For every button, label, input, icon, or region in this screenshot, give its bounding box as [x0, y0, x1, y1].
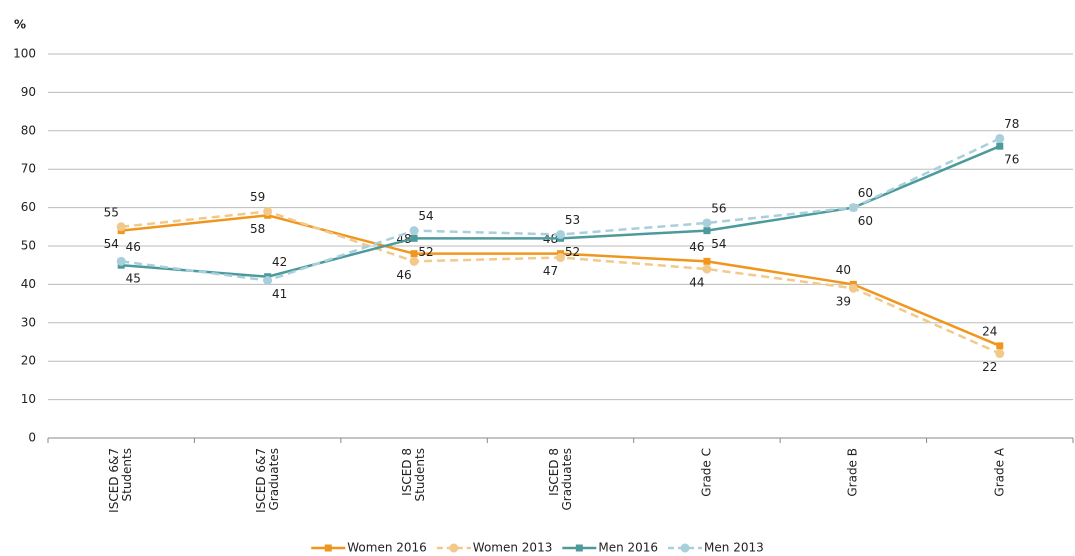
x-tick-label: ISCED 8 Students [400, 448, 428, 502]
marker [996, 342, 1004, 350]
legend-marker [680, 543, 690, 553]
marker [409, 226, 419, 236]
y-tick-label: 70 [21, 162, 36, 176]
data-label: 55 [104, 205, 119, 219]
marker [116, 256, 126, 266]
data-label: 54 [418, 209, 433, 223]
legend-marker [449, 543, 459, 553]
x-tick-label: ISCED 6&7 Graduates [253, 448, 281, 513]
marker [410, 250, 418, 258]
data-label: 39 [836, 295, 851, 309]
legend-marker [324, 544, 332, 552]
data-label: 52 [565, 245, 580, 259]
y-tick-label: 100 [13, 47, 36, 61]
marker [848, 203, 858, 213]
marker [263, 276, 273, 286]
y-tick-label: 10 [21, 392, 36, 406]
data-label: 52 [418, 245, 433, 259]
x-tick-label: ISCED 6&7 Students [107, 448, 135, 513]
data-label: 53 [565, 213, 580, 227]
y-tick-label: 50 [21, 239, 36, 253]
data-label: 54 [104, 237, 119, 251]
data-label: 47 [543, 264, 558, 278]
data-label: 22 [982, 360, 997, 374]
marker [703, 257, 711, 265]
y-axis-label: % [14, 18, 26, 32]
marker [409, 256, 419, 266]
marker [848, 283, 858, 293]
data-label: 46 [689, 240, 704, 254]
y-tick-label: 30 [21, 315, 36, 329]
marker [116, 222, 126, 232]
x-tick-label: Grade C [699, 448, 714, 497]
x-tick-label: Grade A [992, 448, 1007, 497]
legend-label: Women 2016 [347, 541, 427, 555]
data-label: 40 [836, 263, 851, 277]
y-tick-label: 80 [21, 123, 36, 137]
data-label: 56 [711, 201, 726, 215]
marker [995, 133, 1005, 143]
y-tick-label: 90 [21, 85, 36, 99]
y-tick-label: 40 [21, 277, 36, 291]
y-tick-label: 60 [21, 200, 36, 214]
data-label: 46 [126, 240, 141, 254]
marker [410, 234, 418, 242]
y-tick-label: 0 [28, 431, 36, 445]
legend-label: Men 2013 [704, 541, 764, 555]
x-tick-label: ISCED 8 Graduates [546, 448, 574, 511]
data-label: 59 [250, 190, 265, 204]
y-tick-label: 20 [21, 354, 36, 368]
marker [995, 349, 1005, 359]
legend-marker [575, 544, 583, 552]
marker [996, 142, 1004, 150]
data-label: 58 [250, 222, 265, 236]
data-label: 41 [272, 287, 287, 301]
x-tick-label: Grade B [845, 448, 860, 497]
marker [556, 229, 565, 239]
data-label: 78 [1004, 117, 1019, 131]
data-label: 54 [711, 237, 726, 251]
marker [263, 206, 273, 216]
marker [702, 218, 712, 228]
data-label: 76 [1004, 153, 1019, 167]
data-label: 60 [858, 186, 873, 200]
marker [702, 264, 712, 274]
legend: Women 2016 Women 2013 Men 2016 Men 2013 [311, 541, 764, 555]
legend-label: Men 2016 [598, 541, 658, 555]
marker [556, 253, 565, 263]
data-label: 42 [272, 255, 287, 269]
data-label: 45 [126, 272, 141, 286]
data-label: 24 [982, 324, 997, 338]
marker [703, 227, 711, 235]
data-label: 60 [858, 214, 873, 228]
data-label: 46 [396, 268, 411, 282]
legend-label: Women 2013 [473, 541, 553, 555]
data-label: 44 [689, 276, 704, 290]
